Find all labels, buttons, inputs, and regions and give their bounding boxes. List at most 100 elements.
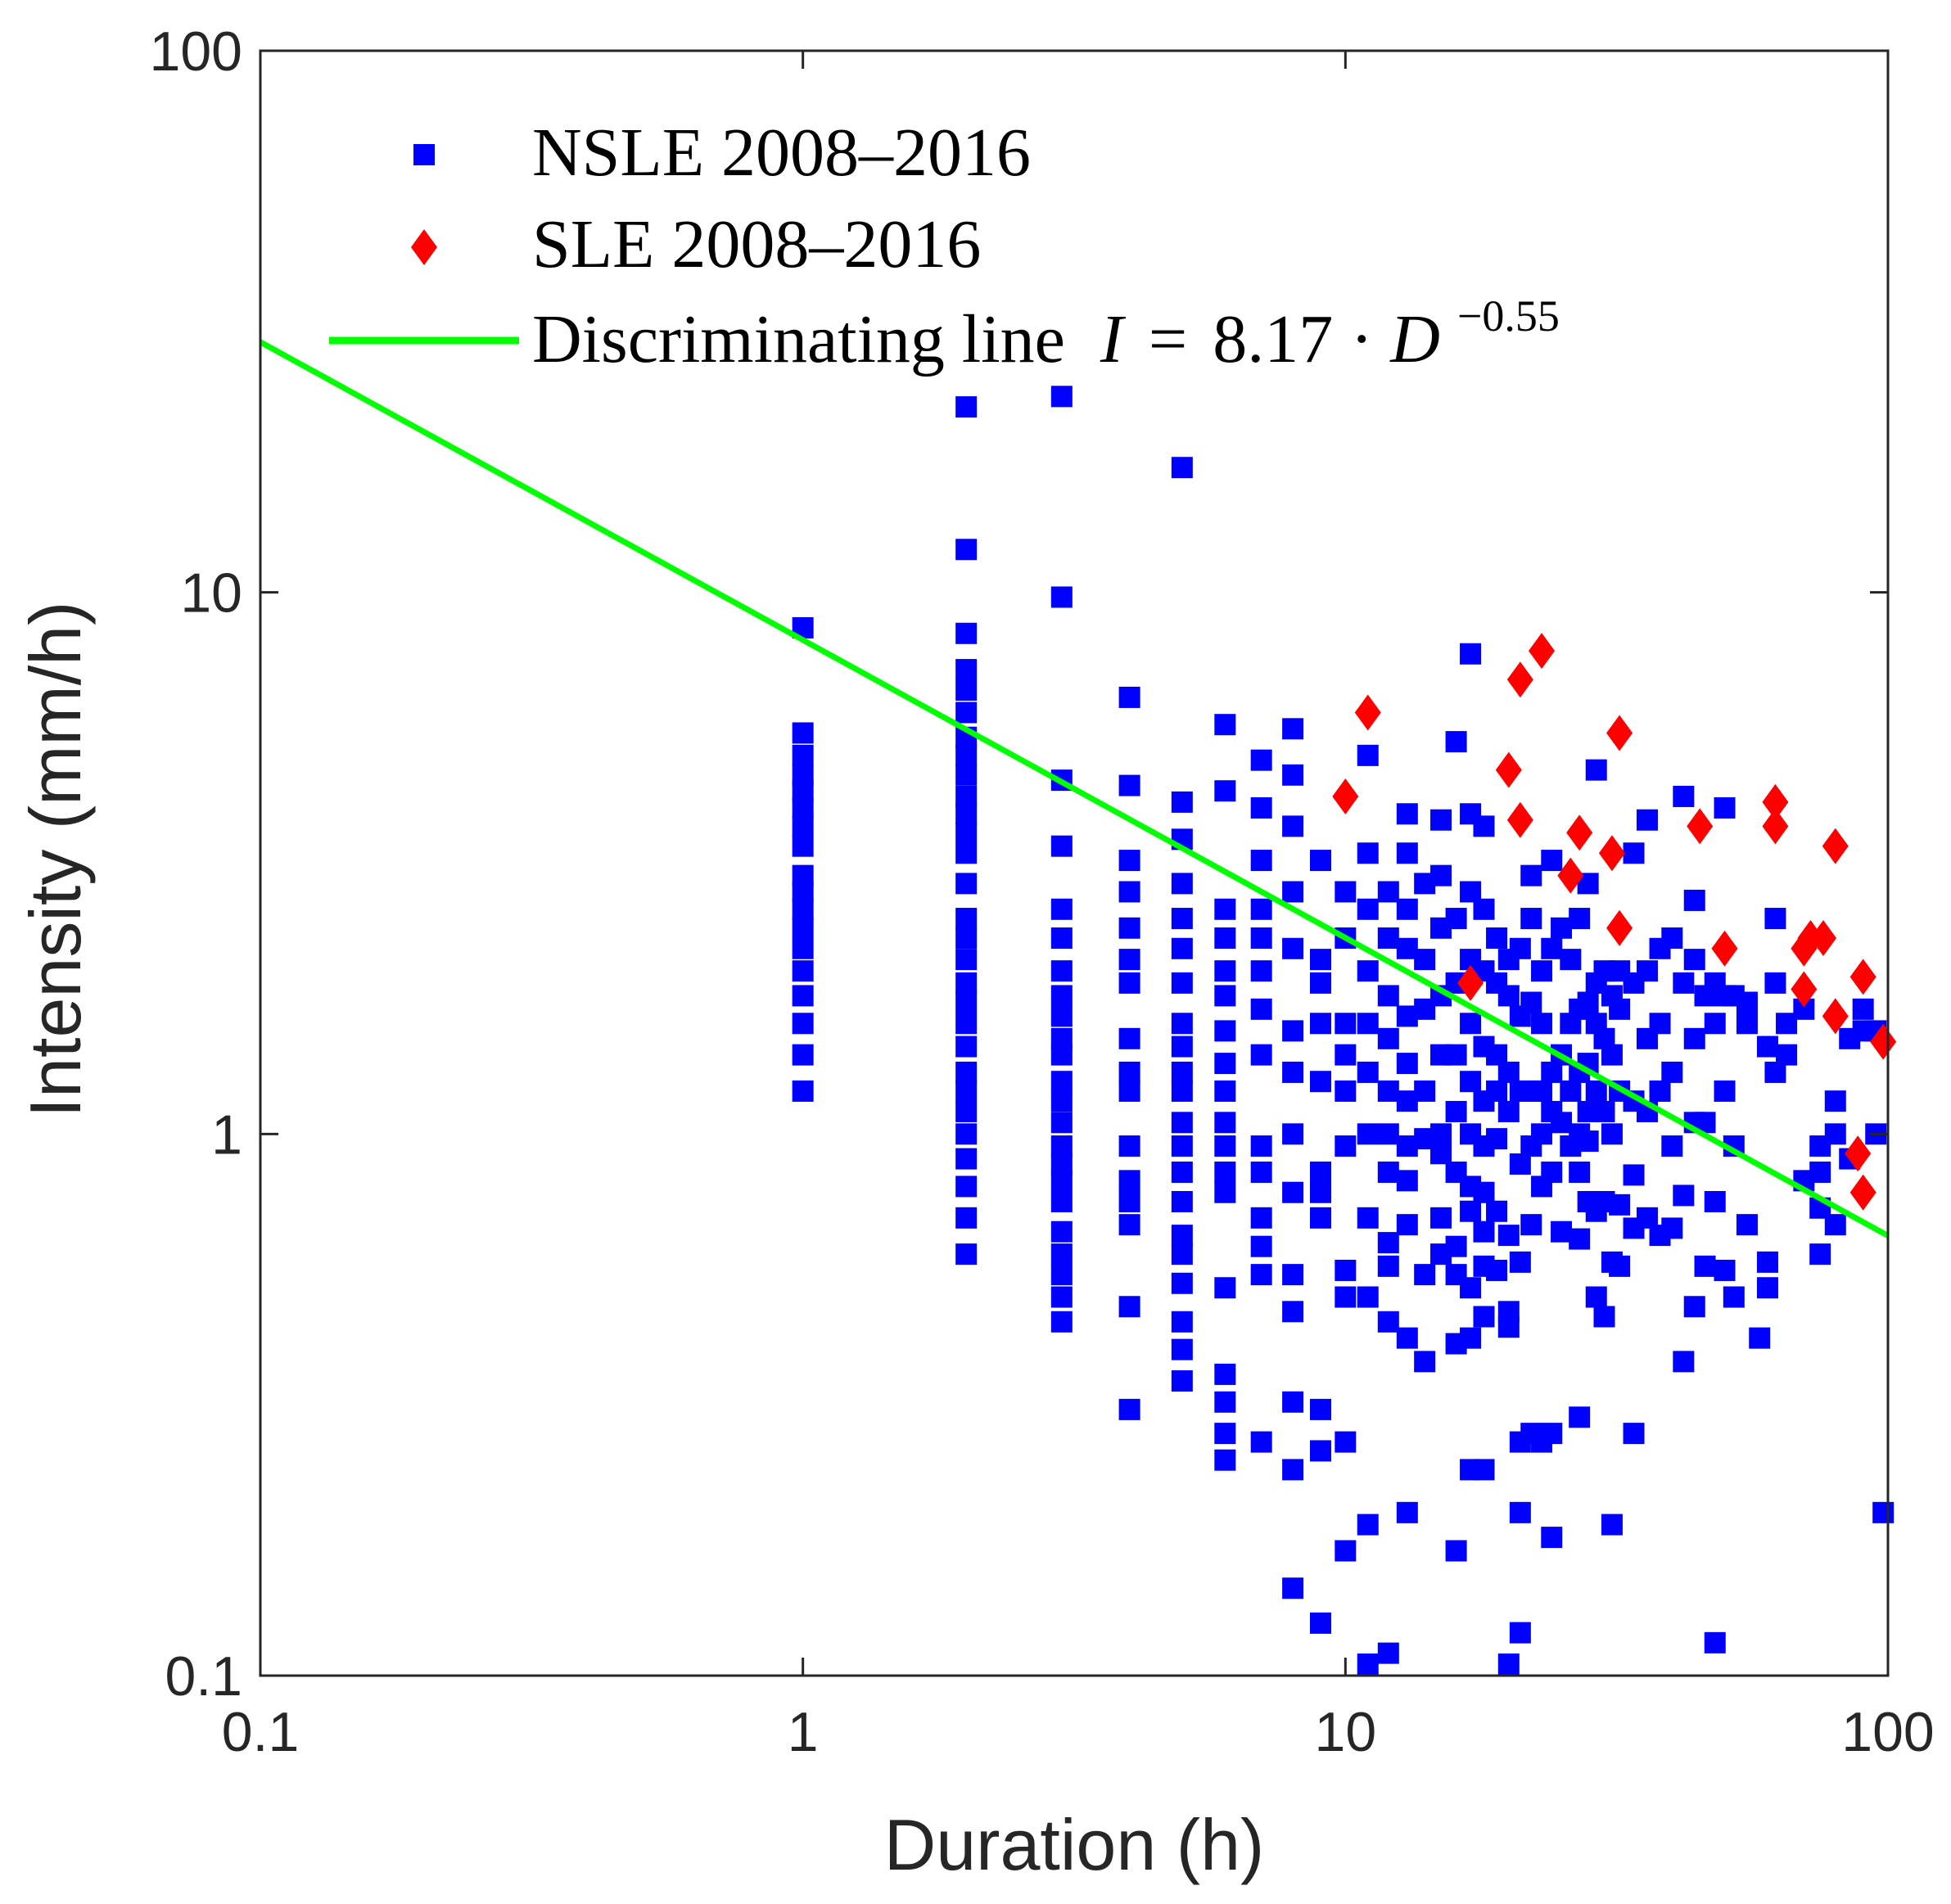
nsle-point — [1050, 1170, 1073, 1192]
data-marks — [792, 386, 1897, 1675]
sle-point — [1606, 715, 1633, 751]
nsle-point — [1250, 1044, 1272, 1066]
nsle-point — [1282, 937, 1304, 959]
nsle-point — [792, 744, 814, 766]
nsle-point — [1714, 796, 1736, 819]
nsle-point — [1171, 1191, 1193, 1213]
nsle-point — [1357, 1061, 1379, 1083]
nsle-point — [792, 835, 814, 857]
nsle-point — [1445, 1100, 1467, 1122]
nsle-point — [1445, 1540, 1467, 1562]
legend-eq-dot: · — [1350, 301, 1373, 377]
nsle-point — [1509, 1251, 1531, 1273]
nsle-point — [1357, 960, 1379, 982]
nsle-point — [792, 722, 814, 744]
nsle-point — [1050, 1135, 1073, 1157]
nsle-point — [1118, 1027, 1140, 1049]
nsle-point — [1486, 1080, 1508, 1102]
nsle-point — [1050, 1264, 1073, 1286]
sle-point — [1354, 694, 1381, 731]
sle-point — [1687, 808, 1714, 845]
legend-sle-label: SLE 2008–2016 — [532, 206, 981, 282]
nsle-point — [1050, 386, 1073, 408]
nsle-point — [1531, 960, 1553, 982]
nsle-point — [1050, 1071, 1073, 1093]
nsle-point — [1683, 949, 1705, 971]
nsle-point — [955, 679, 978, 702]
nsle-point — [1282, 1061, 1304, 1083]
nsle-point — [1050, 1090, 1073, 1112]
nsle-point — [1736, 1214, 1758, 1236]
sle-point — [1332, 778, 1359, 814]
nsle-point — [1214, 1053, 1236, 1075]
sle-point — [1711, 930, 1738, 967]
nsle-point — [1473, 1220, 1495, 1243]
legend-line-text: Discriminating line — [532, 301, 1065, 377]
nsle-point — [1473, 1181, 1495, 1203]
nsle-point — [1585, 1080, 1607, 1102]
nsle-point — [1414, 1351, 1436, 1373]
nsle-point — [792, 1080, 814, 1102]
nsle-point — [1250, 960, 1272, 982]
nsle-point — [1171, 457, 1193, 479]
nsle-point — [1473, 1459, 1495, 1481]
nsle-point — [1171, 908, 1193, 930]
nsle-point — [1171, 791, 1193, 813]
nsle-point — [1577, 991, 1599, 1013]
nsle-point — [1509, 1153, 1531, 1175]
nsle-point — [1569, 1406, 1591, 1428]
nsle-point — [1430, 809, 1452, 831]
nsle-point — [1282, 1459, 1304, 1481]
nsle-point — [1661, 1061, 1683, 1083]
nsle-point — [1673, 1351, 1695, 1373]
sle-point — [1791, 971, 1818, 1008]
nsle-point — [955, 803, 978, 825]
nsle-point — [1377, 1642, 1399, 1664]
x-axis-ticks: 0.1 1 10 100 — [222, 51, 1935, 1763]
nsle-point — [1551, 1112, 1573, 1134]
nsle-point — [1497, 1100, 1520, 1122]
nsle-point — [1577, 1130, 1599, 1153]
nsle-point — [1756, 1251, 1778, 1273]
sle-point — [1495, 751, 1522, 788]
nsle-point — [1357, 1013, 1379, 1035]
nsle-point — [1282, 764, 1304, 786]
nsle-point — [1661, 1217, 1683, 1239]
nsle-point — [1636, 960, 1658, 982]
nsle-point — [1118, 1170, 1140, 1192]
nsle-point — [1214, 1020, 1236, 1042]
nsle-point — [1414, 1264, 1436, 1286]
nsle-point — [1335, 1286, 1357, 1308]
plot-box — [259, 49, 1890, 1677]
nsle-point — [1430, 864, 1452, 887]
nsle-point — [1335, 1135, 1357, 1157]
nsle-point — [955, 972, 978, 994]
nsle-point — [955, 1061, 978, 1083]
nsle-point — [1377, 1027, 1399, 1049]
nsle-point — [1214, 1162, 1236, 1184]
nsle-point — [1541, 1162, 1563, 1184]
nsle-point — [1250, 1135, 1272, 1157]
nsle-point — [792, 985, 814, 1007]
nsle-point — [1118, 1080, 1140, 1102]
nsle-point — [1050, 1286, 1073, 1308]
nsle-point — [1486, 1259, 1508, 1281]
nsle-point — [1531, 1080, 1553, 1102]
nsle-point — [1357, 1123, 1379, 1145]
nsle-point — [1250, 1162, 1272, 1184]
nsle-point — [1214, 1363, 1236, 1385]
nsle-point — [1497, 985, 1520, 1007]
nsle-point — [1683, 1027, 1705, 1049]
nsle-point — [1118, 972, 1140, 994]
nsle-point — [1473, 815, 1495, 837]
nsle-point — [1171, 1080, 1193, 1102]
x-tick-label: 10 — [1315, 1701, 1377, 1763]
nsle-point — [1852, 998, 1874, 1020]
nsle-point — [1460, 1071, 1482, 1093]
nsle-point — [1282, 1391, 1304, 1413]
nsle-point — [955, 1148, 978, 1170]
nsle-point — [1214, 960, 1236, 982]
sle-point — [1566, 814, 1593, 851]
nsle-point — [1704, 1631, 1726, 1654]
nsle-point — [1118, 949, 1140, 971]
